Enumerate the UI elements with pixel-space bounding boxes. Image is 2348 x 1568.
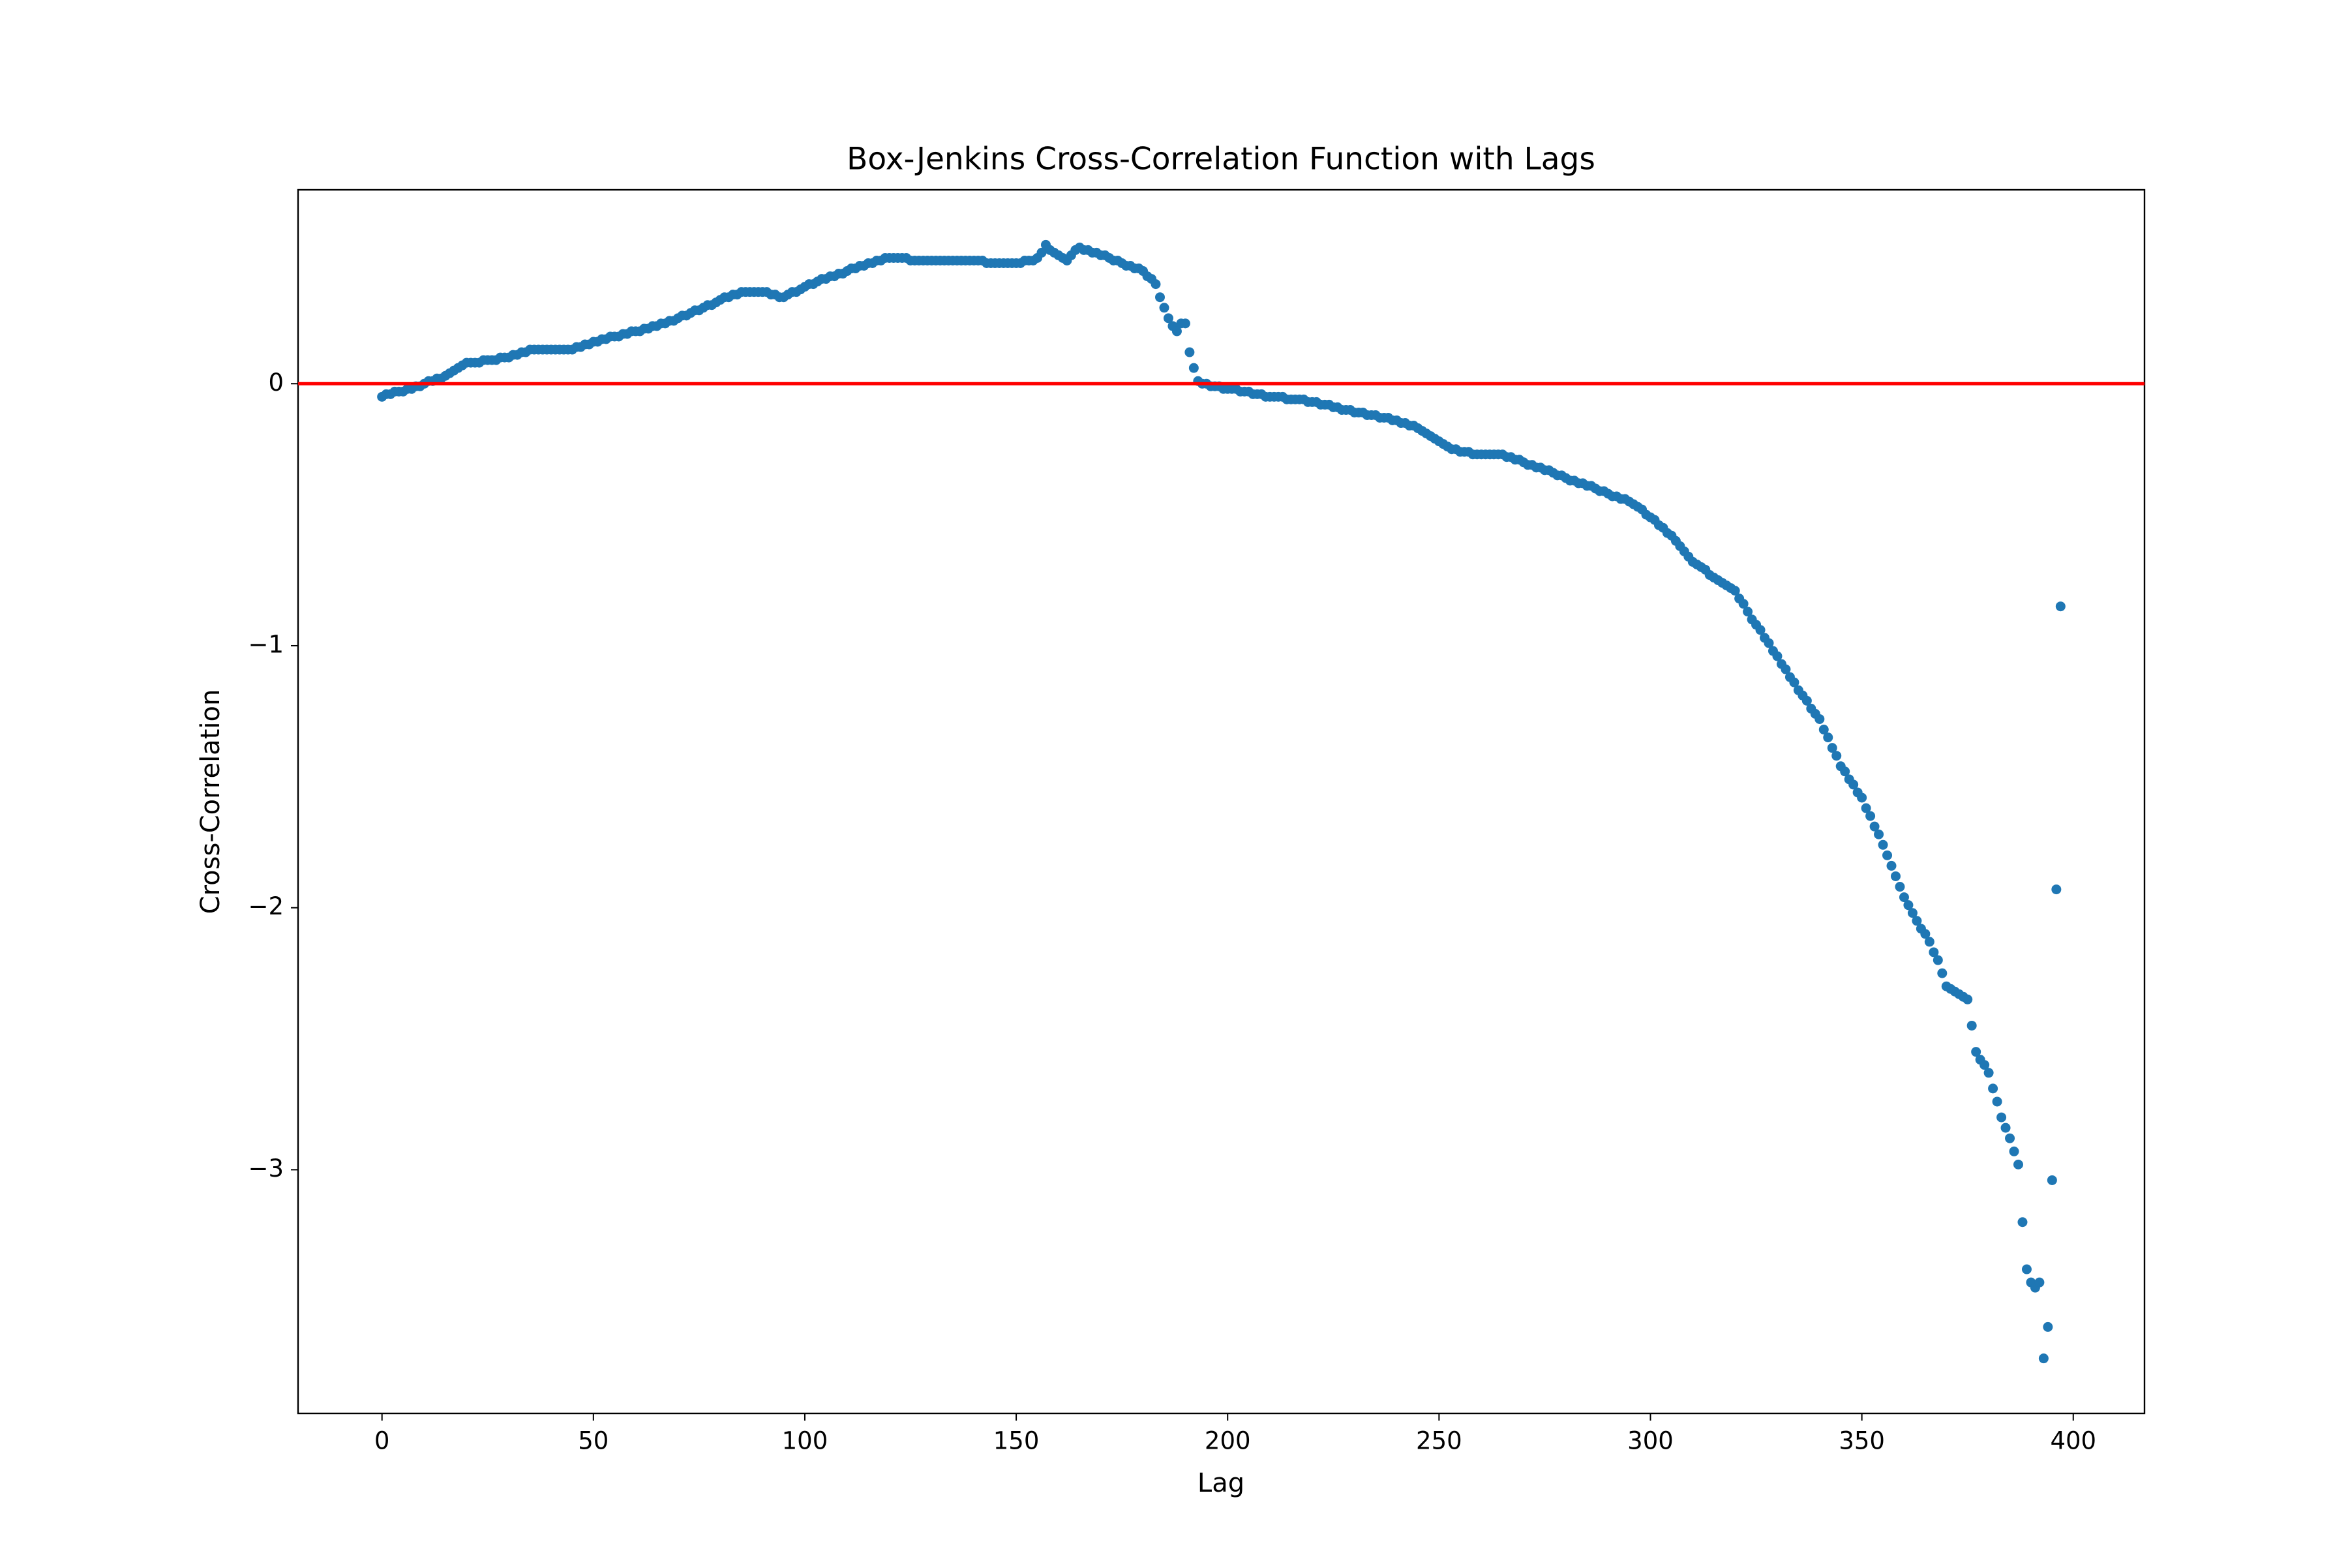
y-tick-label: −1 [248, 630, 284, 658]
point [1979, 1060, 1990, 1070]
x-axis-label: Lag [1197, 1468, 1244, 1498]
point [1924, 937, 1934, 947]
point [1920, 929, 1931, 939]
point [1861, 803, 1871, 813]
point [1827, 743, 1837, 753]
point [1996, 1112, 2007, 1123]
point [1874, 829, 1884, 839]
point [2047, 1175, 2057, 1185]
point [2055, 601, 2066, 612]
point [1184, 347, 1195, 357]
point [1159, 303, 1169, 313]
point [2000, 1123, 2011, 1133]
point [2009, 1146, 2019, 1156]
point [1814, 714, 1825, 724]
point [1857, 792, 1867, 803]
x-tick-label: 200 [1205, 1427, 1251, 1455]
point [1848, 779, 1859, 790]
point [1983, 1068, 1994, 1078]
point [1743, 607, 1753, 617]
point [2034, 1277, 2045, 1288]
point [1738, 599, 1749, 609]
point [2043, 1321, 2053, 1332]
point [1907, 908, 1918, 918]
point [1963, 994, 1973, 1004]
point [1895, 882, 1905, 892]
point [1840, 766, 1850, 777]
point [2013, 1159, 2023, 1169]
point [2021, 1264, 2032, 1274]
point [1163, 313, 1173, 324]
point [1971, 1047, 1981, 1057]
chart-title: Box-Jenkins Cross-Correlation Function w… [847, 142, 1595, 177]
point [1882, 850, 1893, 860]
point [1155, 292, 1166, 303]
x-tick-label: 350 [1839, 1427, 1885, 1455]
y-tick-label: 0 [268, 369, 284, 397]
point [1180, 318, 1190, 329]
axes-frame [297, 188, 2146, 1415]
x-tick-label: 100 [782, 1427, 828, 1455]
point [1772, 651, 1783, 661]
point [1171, 326, 1182, 337]
point [1151, 279, 1161, 290]
point [1929, 947, 1939, 957]
point [1831, 751, 1842, 761]
point [2017, 1217, 2028, 1228]
point [1730, 586, 1740, 596]
point [1755, 625, 1766, 635]
x-tick-label: 150 [993, 1427, 1040, 1455]
point [1988, 1083, 1998, 1094]
point [2051, 884, 2062, 895]
point [2005, 1133, 2015, 1143]
point [1036, 247, 1047, 258]
point [1937, 968, 1948, 978]
x-tick-label: 50 [578, 1427, 609, 1455]
point [1801, 695, 1812, 706]
point [1789, 677, 1799, 687]
point [1899, 892, 1909, 903]
point [1903, 900, 1914, 911]
x-tick-label: 300 [1627, 1427, 1674, 1455]
point [1188, 363, 1199, 373]
x-tick-label: 250 [1416, 1427, 1462, 1455]
point [1818, 725, 1829, 735]
point [2038, 1353, 2049, 1364]
point [1781, 664, 1791, 674]
point [1823, 732, 1833, 743]
point [1933, 955, 1943, 965]
x-tick-label: 400 [2050, 1427, 2096, 1455]
x-tick-label: 0 [374, 1427, 390, 1455]
point [1886, 860, 1897, 871]
y-tick-label: −2 [248, 892, 284, 920]
point [1764, 638, 1774, 648]
y-axis-label: Cross-Correlation [196, 689, 226, 914]
point [1865, 811, 1876, 821]
y-tick-label: −3 [248, 1154, 284, 1183]
point [1878, 839, 1888, 850]
point [1966, 1020, 1977, 1031]
point [1890, 871, 1901, 881]
point [1912, 916, 1922, 926]
plot-area [377, 239, 2066, 1364]
point [1992, 1096, 2002, 1107]
point [1869, 821, 1880, 832]
